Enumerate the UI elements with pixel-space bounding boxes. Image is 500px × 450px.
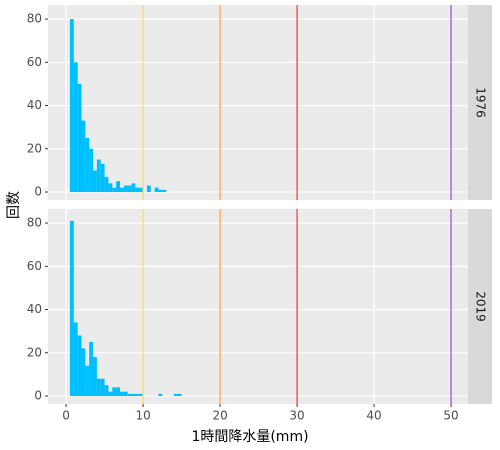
bar [139,393,144,397]
x-tick-label: 30 [289,409,304,423]
bar [85,137,90,193]
bar [89,341,94,397]
y-tick-label: 60 [27,259,42,273]
bar [108,183,113,193]
panel-background [48,5,468,200]
y-tick-label: 20 [27,141,42,155]
x-tick-label: 0 [62,409,70,423]
bar [158,189,163,193]
bar [123,185,128,193]
y-tick-label: 20 [27,345,42,359]
bar [85,365,90,397]
y-tick-label: 0 [34,389,42,403]
bar [81,348,86,397]
y-tick-label: 40 [27,98,42,112]
bar [162,189,167,193]
strip-background [468,209,492,404]
bar [93,170,97,193]
bar [123,391,128,397]
panel-background [48,209,468,404]
y-tick-label: 80 [27,12,42,26]
x-tick-label: 10 [135,409,150,423]
y-axis-title: 回数 [6,191,22,219]
bar [104,385,109,397]
bar [146,185,151,193]
bar [77,335,82,397]
bar [108,391,113,397]
bar [96,159,101,193]
bar [112,387,117,397]
strip-background [468,5,492,200]
x-tick-label: 40 [366,409,381,423]
bar [127,185,132,193]
bar [112,187,117,193]
bar [158,393,163,397]
bar [96,378,101,397]
bar [69,220,74,397]
x-tick-label: 50 [443,409,458,423]
facet-label: 2019 [474,291,488,322]
bar [100,378,105,397]
bar [135,187,140,193]
bar [154,187,159,193]
bar [139,187,144,193]
bar [89,148,94,193]
bar [119,391,124,397]
bar [135,393,140,397]
bar [116,181,120,193]
bar [119,187,124,193]
bar [93,357,97,397]
bar [116,387,120,397]
bar [127,393,132,397]
y-tick-label: 0 [34,185,42,199]
y-tick-label: 80 [27,216,42,230]
bar [100,163,105,193]
x-tick-label: 20 [212,409,227,423]
bar [173,393,178,397]
bar [73,322,78,397]
y-tick-label: 60 [27,55,42,69]
y-tick-label: 40 [27,302,42,316]
bar [104,176,109,193]
facet-label: 1976 [474,87,488,118]
bar [131,393,136,397]
x-axis-title: 1時間降水量(mm) [191,429,308,445]
bar [73,62,78,193]
bar [177,393,182,397]
bar [131,183,136,193]
bar [77,83,82,193]
bar [69,19,74,193]
bar [81,120,86,193]
